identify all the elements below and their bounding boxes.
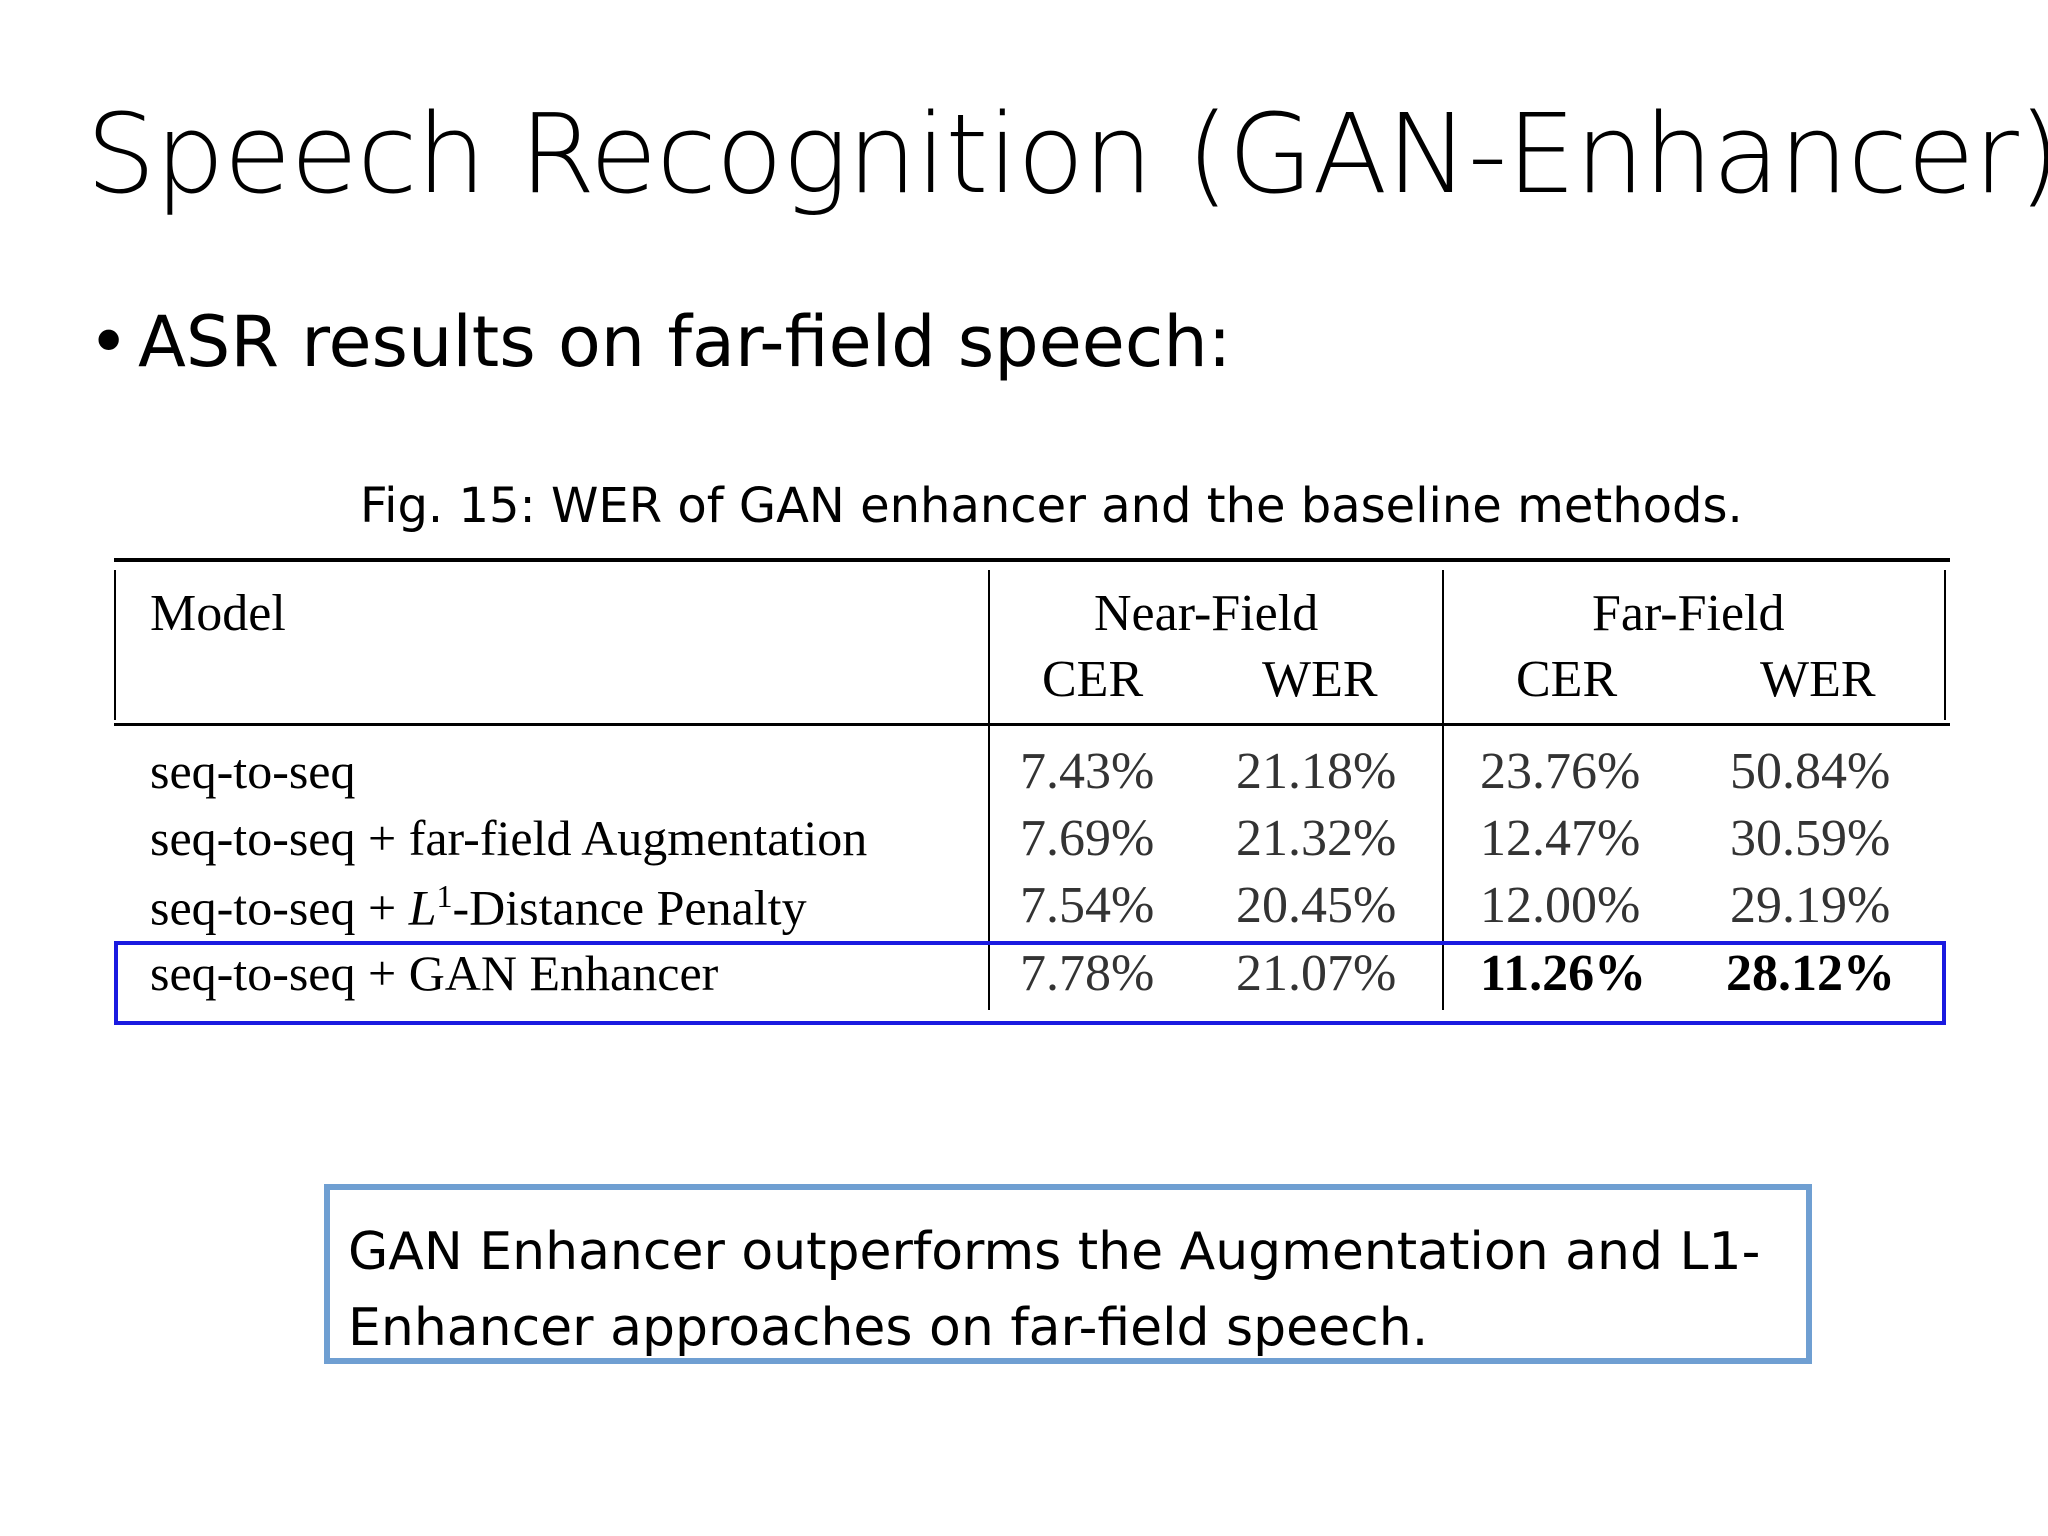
table-cell: 7.78% [1020, 945, 1155, 1002]
model-prefix: seq-to-seq + [150, 879, 409, 936]
table-cell: 12.47% [1480, 810, 1641, 867]
column-divider-far [1442, 570, 1444, 1010]
bullet-dot-icon: • [88, 301, 130, 383]
table-right-border [1944, 570, 1946, 720]
table-row-model: seq-to-seq + GAN Enhancer [150, 945, 719, 1001]
group-header-near-field: Near-Field [1094, 585, 1319, 642]
table-row-model: seq-to-seq + L1-Distance Penalty [150, 880, 807, 933]
table-row-model: seq-to-seq + far-field Augmentation [150, 810, 868, 866]
slide-title: Speech Recognition (GAN-Enhancer) [86, 90, 2048, 218]
subheader-far-wer: WER [1760, 651, 1876, 708]
subheader-near-cer: CER [1042, 651, 1144, 708]
table-cell-best: 11.26% [1480, 945, 1647, 1002]
table-cell: 50.84% [1730, 743, 1891, 800]
group-header-far-field: Far-Field [1592, 585, 1785, 642]
subheader-far-cer: CER [1516, 651, 1618, 708]
table-cell: 21.07% [1236, 945, 1397, 1002]
table-caption: Fig. 15: WER of GAN enhancer and the bas… [360, 478, 1743, 534]
table-cell: 20.45% [1236, 877, 1397, 934]
table-header-rule [114, 723, 1950, 726]
table-cell: 7.43% [1020, 743, 1155, 800]
table-cell: 21.32% [1236, 810, 1397, 867]
table-left-border [114, 570, 116, 720]
table-cell: 30.59% [1730, 810, 1891, 867]
column-divider-near [988, 570, 990, 1010]
table-cell: 12.00% [1480, 877, 1641, 934]
bullet-text: ASR results on far-field speech: [138, 301, 1232, 383]
subheader-near-wer: WER [1262, 651, 1378, 708]
note-box: GAN Enhancer outperforms the Augmentatio… [324, 1184, 1812, 1364]
model-suffix: -Distance Penalty [452, 879, 807, 936]
model-header: Model [150, 585, 286, 642]
bullet-item: • ASR results on far-field speech: [88, 300, 1231, 384]
table-cell: 29.19% [1730, 877, 1891, 934]
table-cell: 23.76% [1480, 743, 1641, 800]
table-cell-best: 28.12% [1726, 945, 1895, 1002]
results-table: Model Near-Field Far-Field CER WER CER W… [114, 558, 1950, 1028]
highlight-box [114, 941, 1946, 1025]
model-superscript: 1 [436, 878, 453, 914]
table-top-rule [114, 558, 1950, 562]
table-cell: 21.18% [1236, 743, 1397, 800]
table-cell: 7.69% [1020, 810, 1155, 867]
table-row-model: seq-to-seq [150, 743, 356, 799]
model-variable: L [408, 879, 437, 936]
table-cell: 7.54% [1020, 877, 1155, 934]
